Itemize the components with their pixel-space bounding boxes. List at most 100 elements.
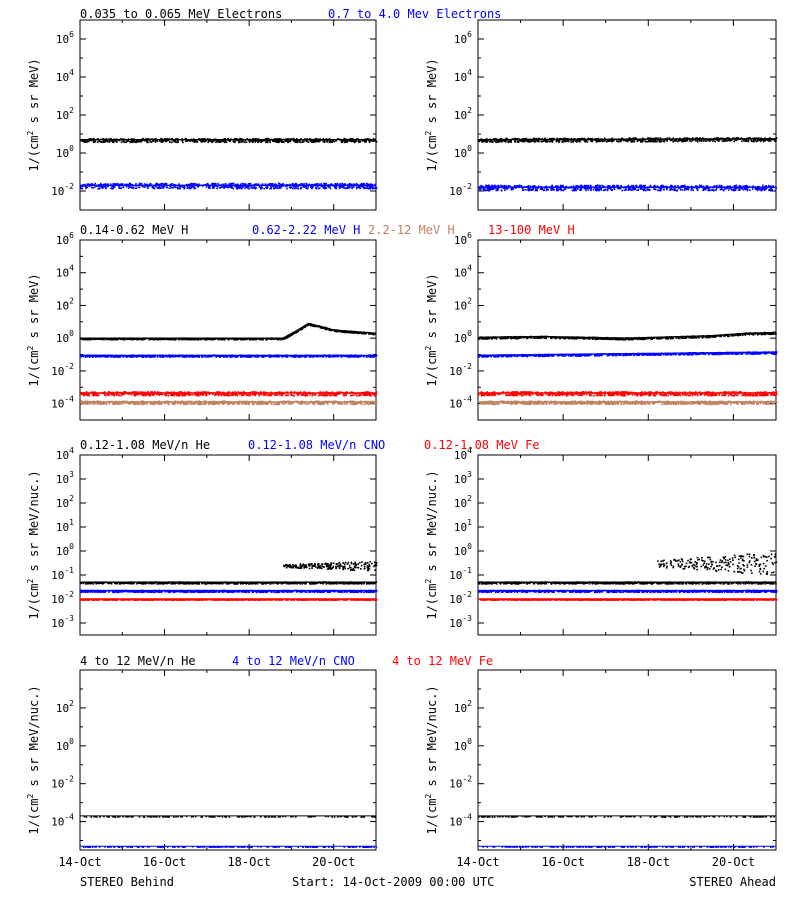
data-point (497, 141, 500, 143)
data-point (346, 331, 349, 334)
data-point (197, 186, 199, 188)
data-point (696, 137, 698, 139)
data-point (636, 139, 639, 141)
data-point (174, 140, 177, 142)
data-point (532, 140, 534, 143)
data-point (345, 141, 347, 143)
data-point (340, 139, 342, 142)
data-point (601, 139, 604, 142)
data-point (761, 187, 764, 190)
data-point (289, 335, 292, 337)
data-point (587, 184, 590, 187)
data-point (252, 140, 254, 142)
data-point (127, 187, 130, 189)
data-point (698, 140, 701, 142)
data-point (276, 185, 279, 188)
data-point (159, 183, 162, 185)
data-point (529, 189, 532, 191)
data-point (276, 355, 279, 358)
data-point (756, 139, 759, 142)
data-point (737, 189, 740, 191)
data-point (607, 140, 609, 142)
data-point (85, 402, 87, 405)
data-point (272, 355, 275, 358)
data-point (300, 186, 302, 189)
data-point (318, 183, 321, 185)
data-point (155, 185, 157, 188)
data-point (278, 141, 280, 143)
data-point (223, 187, 225, 189)
data-point (216, 139, 218, 142)
data-point (320, 185, 323, 187)
data-point (746, 189, 749, 192)
data-point (633, 139, 636, 141)
data-point (149, 338, 152, 340)
data-point (110, 187, 112, 189)
data-point (230, 187, 233, 189)
data-point (224, 182, 227, 185)
data-point (111, 186, 114, 188)
plot-frame (79, 19, 377, 211)
data-point (528, 188, 531, 191)
data-point (332, 140, 335, 142)
data-point (534, 187, 537, 190)
data-point (572, 185, 575, 187)
data-point (758, 187, 761, 190)
data-point (343, 141, 346, 144)
data-point (87, 140, 90, 143)
data-point (665, 139, 668, 141)
data-point (184, 186, 186, 188)
data-point (649, 189, 651, 191)
data-point (530, 140, 532, 142)
data-point (115, 141, 117, 143)
data-point (243, 141, 246, 143)
data-point (275, 187, 277, 189)
data-point (250, 187, 252, 189)
data-point (742, 188, 745, 191)
data-point (689, 139, 692, 141)
data-point (253, 185, 256, 188)
data-point (271, 183, 274, 185)
data-point (104, 403, 106, 405)
data-point (144, 338, 146, 340)
data-point (150, 338, 153, 341)
data-point (335, 140, 337, 142)
data-point (642, 137, 644, 140)
data-point (317, 187, 320, 190)
data-point (695, 187, 698, 190)
data-point (663, 140, 665, 143)
data-point (192, 402, 194, 405)
data-point (147, 141, 149, 144)
data-point (368, 333, 370, 335)
data-point (177, 139, 179, 142)
data-point (301, 183, 304, 185)
data-point (80, 403, 82, 406)
data-point (368, 187, 370, 190)
data-point (590, 189, 592, 192)
data-point (363, 332, 365, 335)
data-point (537, 140, 539, 143)
data-point (106, 139, 108, 142)
data-point (138, 141, 140, 143)
data-point (344, 187, 347, 190)
data-point (343, 403, 345, 405)
data-point (193, 356, 195, 358)
data-point (229, 182, 232, 185)
data-point (337, 402, 340, 405)
data-point (355, 355, 358, 358)
data-point (361, 332, 363, 335)
data-point (161, 139, 163, 142)
data-point (643, 188, 646, 191)
data-point (702, 185, 705, 188)
data-point (232, 182, 235, 185)
data-point (206, 182, 209, 185)
data-point (643, 189, 645, 192)
data-point (294, 186, 297, 188)
data-point (556, 189, 558, 192)
data-point (716, 139, 718, 141)
data-point (765, 188, 767, 190)
data-point (627, 184, 630, 187)
data-point (336, 331, 338, 333)
data-point (187, 402, 189, 405)
